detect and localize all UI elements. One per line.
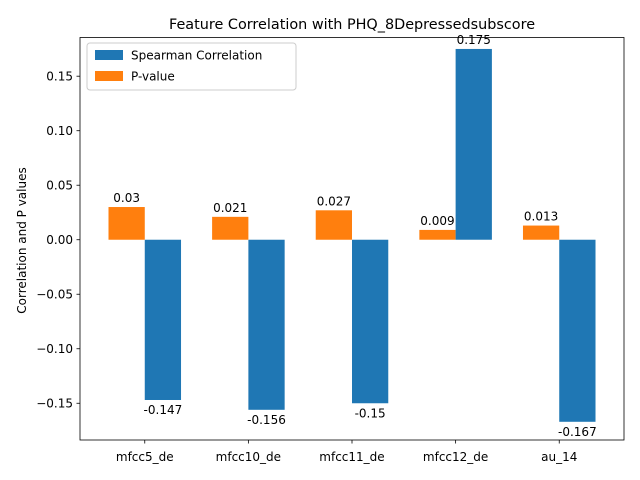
y-tick-label: 0.05: [46, 179, 73, 193]
legend-label-p-value: P-value: [131, 70, 175, 84]
y-axis-label: Correlation and P values: [15, 167, 29, 313]
x-tick-label-au_14: au_14: [541, 450, 577, 464]
legend-label-spearman: Spearman Correlation: [131, 49, 262, 63]
legend-swatch-spearman: [95, 50, 123, 60]
bar-spearman-mfcc5_de: [144, 239, 182, 400]
y-tick-label: −0.05: [36, 288, 73, 302]
ticks-layer: −0.15 −0.10 −0.05 0.00 0.05 0.10 0.15 mfcc5_de m…: [36, 70, 577, 465]
bar-spearman-mfcc11_de: [352, 239, 389, 404]
y-tick-label: 0.10: [46, 124, 73, 138]
data-label-spearman-mfcc10_de: -0.156: [247, 413, 286, 427]
bars-layer: [108, 48, 596, 422]
y-tick-label: −0.15: [36, 397, 73, 411]
data-labels-layer: 0.03 0.021 0.027 0.009 0.013 -0.147 -0.156 -0.1…: [113, 33, 596, 439]
legend-swatch-p-value: [95, 71, 123, 81]
legend-frame: [86, 42, 297, 91]
x-tick-label-mfcc10_de: mfcc10_de: [216, 450, 281, 464]
bar-spearman-au_14: [559, 239, 596, 422]
bar-spearman-mfcc10_de: [248, 239, 285, 410]
y-tick-label: −0.10: [36, 342, 73, 356]
bar-p-value-mfcc11_de: [315, 210, 352, 240]
x-tick-label-mfcc5_de: mfcc5_de: [116, 450, 174, 464]
x-tick-label-mfcc11_de: mfcc11_de: [319, 450, 384, 464]
data-label-spearman-mfcc12_de: 0.175: [457, 33, 491, 47]
data-label-p-value-mfcc5_de: 0.03: [113, 191, 140, 205]
data-label-spearman-mfcc11_de: -0.15: [355, 406, 386, 420]
bar-p-value-au_14: [522, 225, 560, 240]
data-label-spearman-mfcc5_de: -0.147: [144, 403, 183, 417]
bar-spearman-mfcc12_de: [455, 48, 492, 240]
bar-p-value-mfcc10_de: [212, 216, 249, 240]
bar-p-value-mfcc12_de: [419, 229, 456, 240]
x-tick-label-mfcc12_de: mfcc12_de: [423, 450, 488, 464]
data-label-spearman-au_14: -0.167: [558, 425, 597, 439]
data-label-p-value-mfcc12_de: 0.009: [420, 214, 454, 228]
y-tick-label: 0.15: [46, 70, 73, 84]
y-tick-label: 0.00: [46, 233, 73, 247]
data-label-p-value-au_14: 0.013: [524, 210, 558, 224]
chart-title: Feature Correlation with PHQ_8Depresseds…: [169, 17, 535, 33]
legend: Spearman Correlation P-value: [86, 42, 297, 91]
bar-p-value-mfcc5_de: [108, 207, 145, 240]
data-label-p-value-mfcc10_de: 0.021: [213, 201, 247, 215]
data-label-p-value-mfcc11_de: 0.027: [317, 194, 351, 208]
